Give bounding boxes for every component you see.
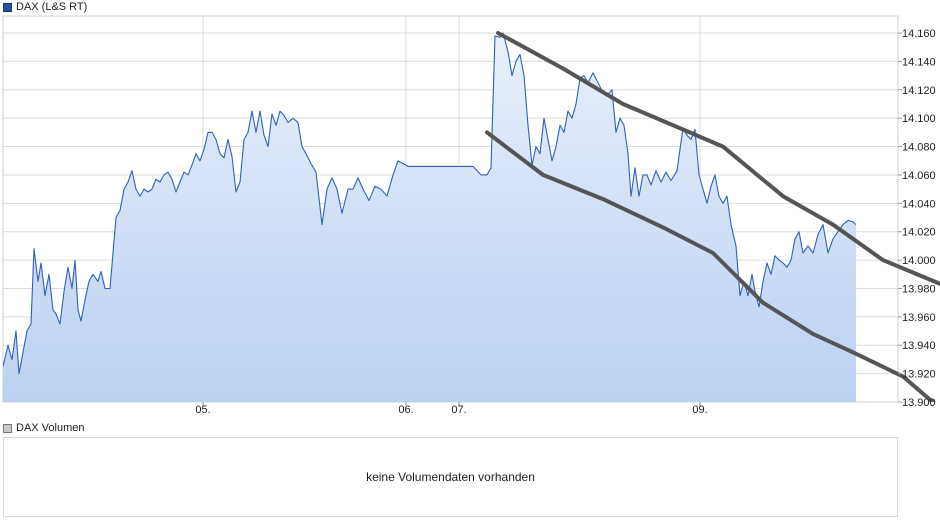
price-chart: 13.900 13.920 13.940 13.960 13.980 14.000 14.0… xyxy=(2,15,940,416)
y-tick-label: 13.920 xyxy=(902,369,936,381)
y-tick-label: 14.040 xyxy=(902,198,936,210)
y-axis: 13.900 13.920 13.940 13.960 13.980 14.000 14.0… xyxy=(898,28,936,409)
legend-volume-swatch xyxy=(3,423,12,433)
x-axis: 05. 06. 07. 09. xyxy=(195,402,708,416)
trend-channel-lower xyxy=(485,130,936,402)
x-tick-label: 06. xyxy=(398,404,413,416)
legend-price-swatch xyxy=(3,2,12,12)
x-tick-label: 09. xyxy=(692,404,707,416)
y-tick-label: 14.020 xyxy=(902,227,936,239)
price-line xyxy=(3,32,857,375)
y-tick-label: 13.960 xyxy=(902,312,936,324)
y-tick-label: 14.000 xyxy=(902,255,936,267)
y-tick-label: 13.900 xyxy=(902,397,936,409)
price-area-fill xyxy=(3,33,856,402)
legend-volume: DAX Volumen xyxy=(3,422,84,434)
y-tick-label: 13.940 xyxy=(902,340,936,352)
x-tick-label: 05. xyxy=(195,404,210,416)
trend-channel-upper xyxy=(496,31,940,286)
y-tick-label: 14.120 xyxy=(902,85,936,97)
y-tick-label: 13.980 xyxy=(902,283,936,295)
legend-price-label: DAX (L&S RT) xyxy=(16,1,88,13)
y-tick-label: 14.080 xyxy=(902,142,936,154)
legend-price: DAX (L&S RT) xyxy=(3,1,87,13)
y-tick-label: 14.060 xyxy=(902,170,936,182)
y-tick-label: 14.160 xyxy=(902,28,936,40)
volume-empty-message: keine Volumendaten vorhanden xyxy=(366,470,535,484)
y-tick-label: 14.140 xyxy=(902,56,936,68)
x-tick-label: 07. xyxy=(451,404,466,416)
legend-volume-label: DAX Volumen xyxy=(16,422,85,434)
series-layer xyxy=(3,31,940,402)
volume-panel: keine Volumendaten vorhanden xyxy=(3,437,898,517)
y-tick-label: 14.100 xyxy=(902,113,936,125)
